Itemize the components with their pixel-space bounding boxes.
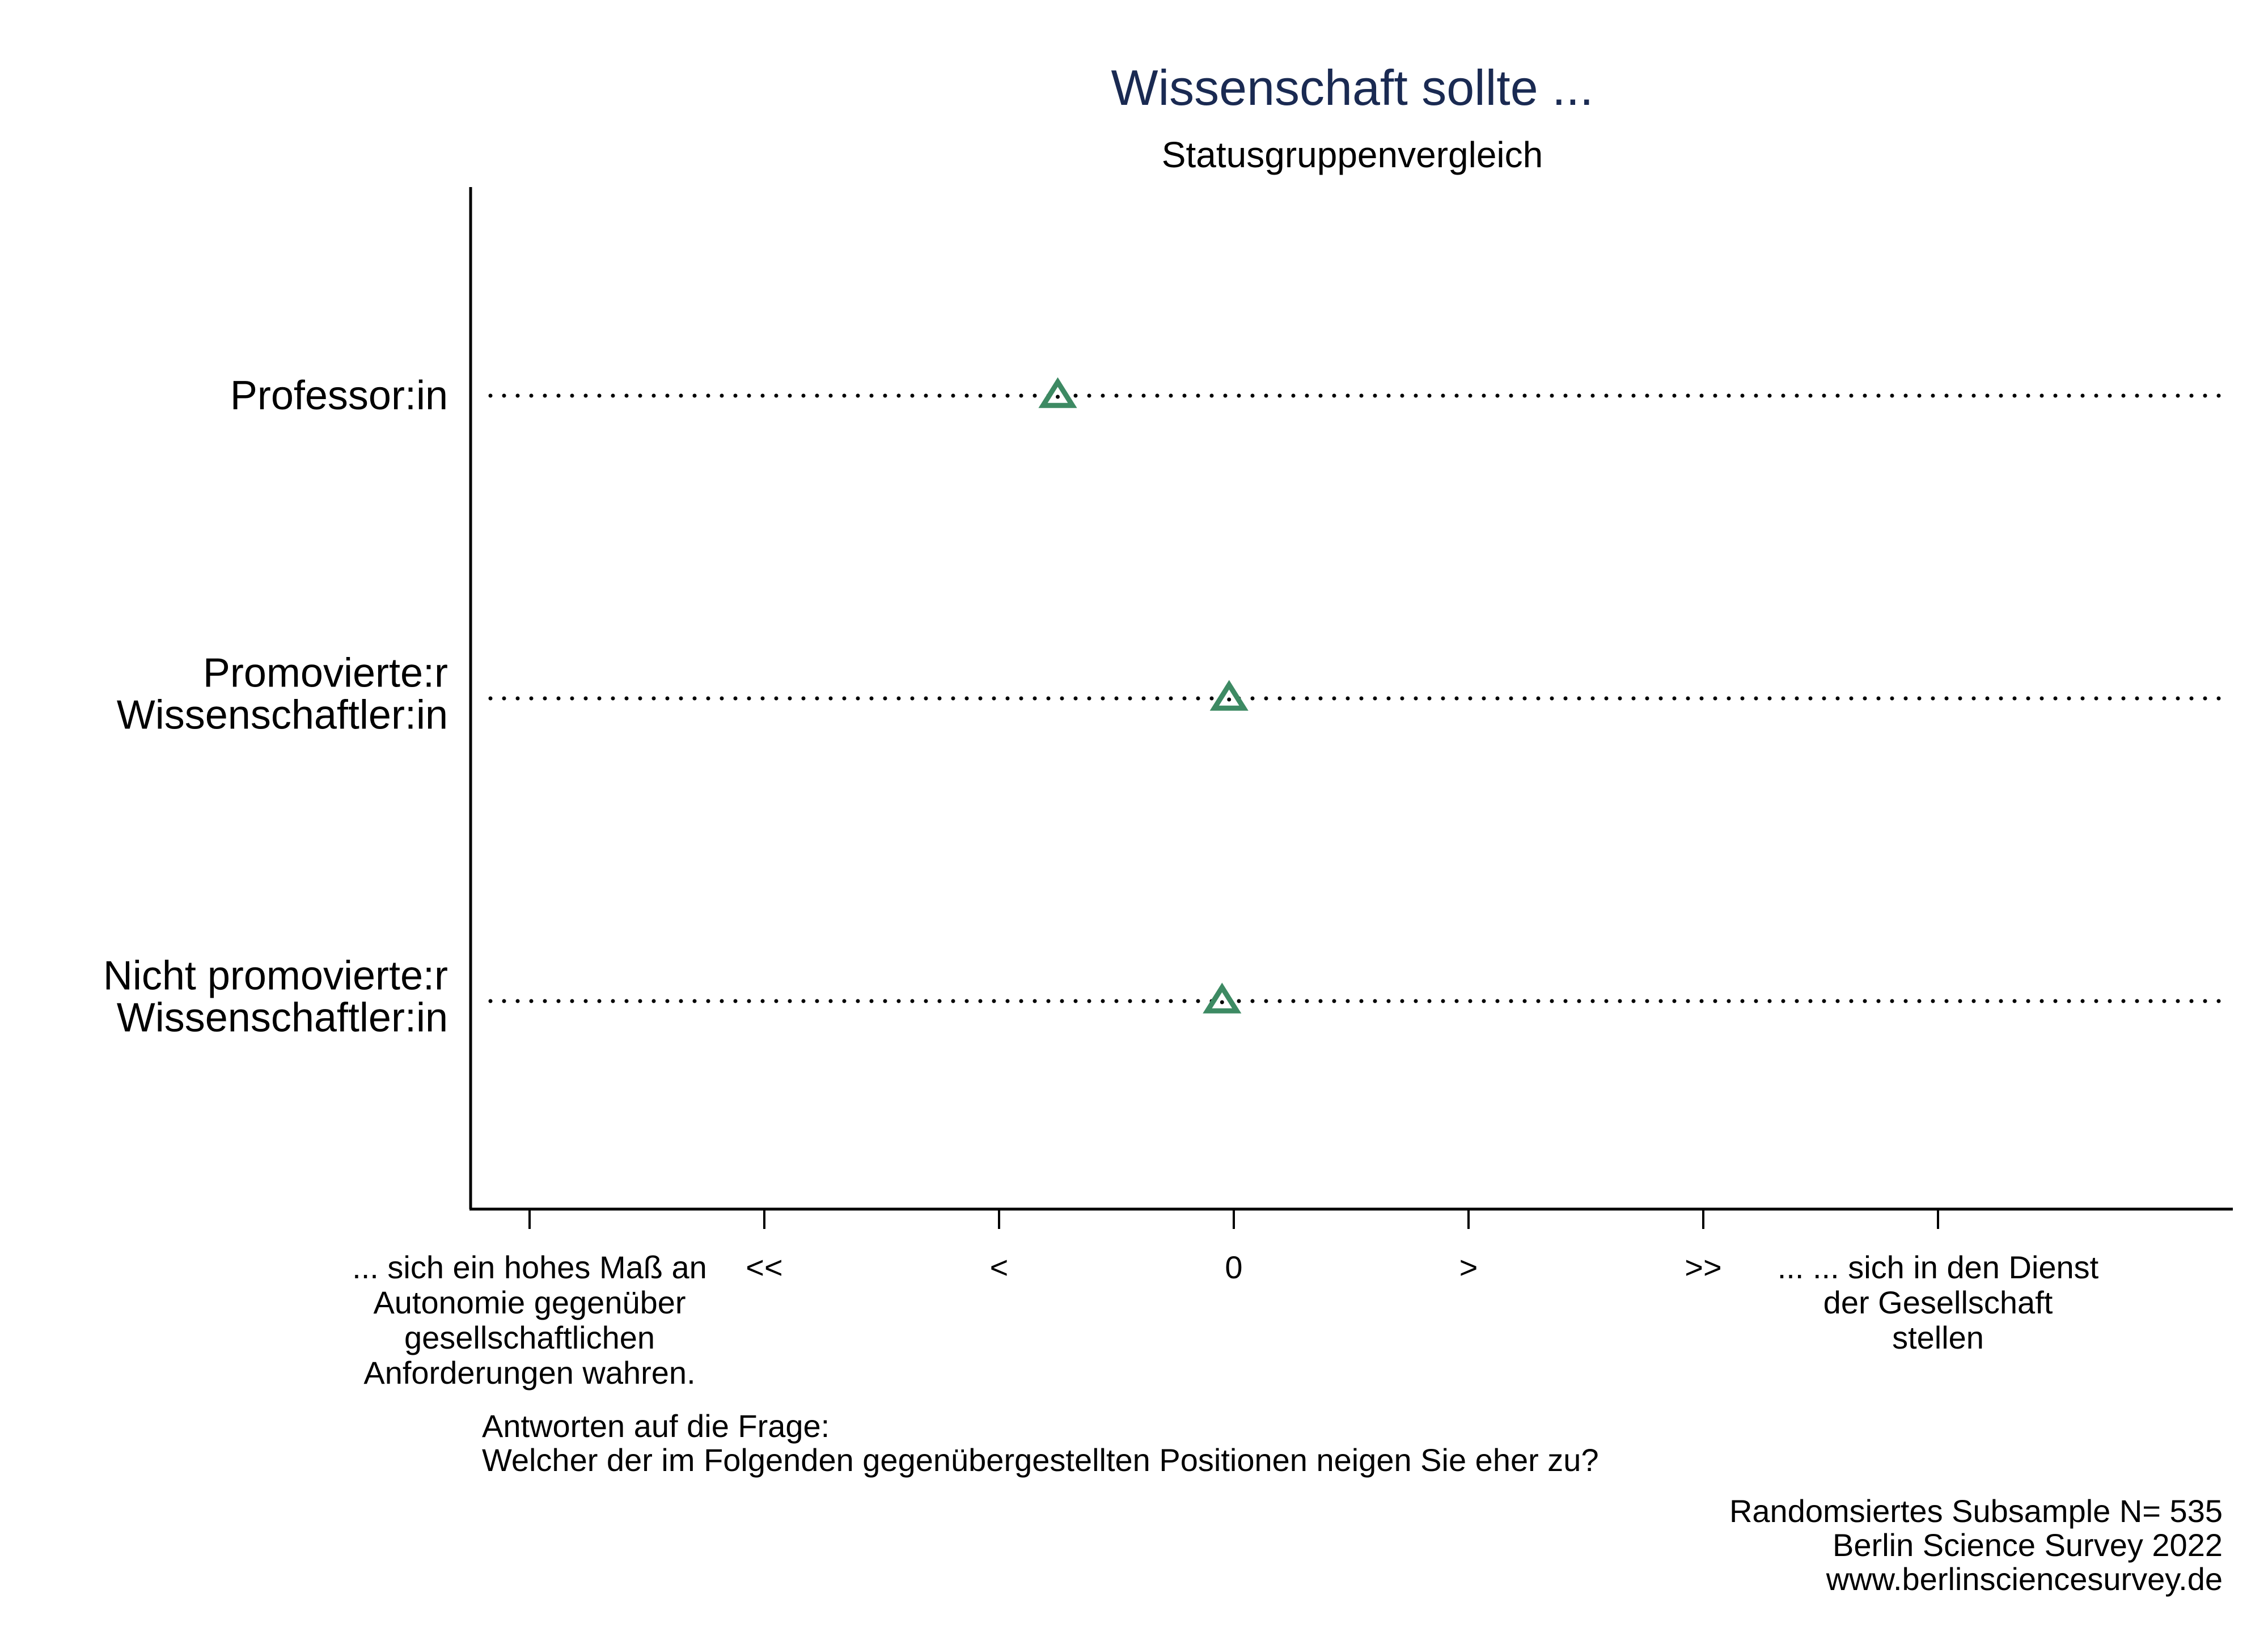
source-website: www.berlinsciencesurvey.de <box>1729 1562 2223 1596</box>
x-tick-label-3: 0 <box>1225 1249 1242 1285</box>
data-marker-1 <box>1215 685 1244 708</box>
x-tick-label-5: >> <box>1685 1249 1721 1285</box>
chart-subtitle: Statusgruppenvergleich <box>1162 134 1543 175</box>
data-marker-2 <box>1207 987 1237 1011</box>
data-marker-center-2 <box>1220 1001 1224 1004</box>
x-tick-label-0: ... sich ein hohes Maß an Autonomie gegen… <box>352 1249 707 1391</box>
x-tick-label-1: << <box>746 1249 782 1285</box>
data-marker-center-1 <box>1227 698 1231 702</box>
source-sample-size: Randomsiertes Subsample N= 535 <box>1729 1494 2223 1528</box>
data-marker-0 <box>1043 382 1073 405</box>
row-label-1: Promovierte:r Wissenschaftler:in <box>117 651 448 738</box>
x-tick-label-4: > <box>1459 1249 1478 1285</box>
x-tick-label-2: < <box>990 1249 1009 1285</box>
question-line-2: Welcher der im Folgenden gegenübergestel… <box>482 1443 1599 1477</box>
row-label-2: Nicht promovierte:r Wissenschaftler:in <box>103 953 448 1041</box>
question-line-1: Antworten auf die Frage: <box>482 1409 1599 1443</box>
row-label-0: Professor:in <box>230 373 448 418</box>
chart-title: Wissenschaft sollte ... <box>1111 60 1594 116</box>
dot-plot-chart: Wissenschaft sollte ... Statusgruppenver… <box>0 0 2268 1649</box>
data-marker-center-0 <box>1056 395 1060 399</box>
x-tick-label-6: ... ... sich in den Dienst der Gesellscha… <box>1778 1249 2099 1355</box>
question-note: Antworten auf die Frage: Welcher der im … <box>482 1409 1599 1477</box>
source-survey-name: Berlin Science Survey 2022 <box>1729 1528 2223 1562</box>
source-note: Randomsiertes Subsample N= 535 Berlin Sc… <box>1729 1494 2223 1596</box>
